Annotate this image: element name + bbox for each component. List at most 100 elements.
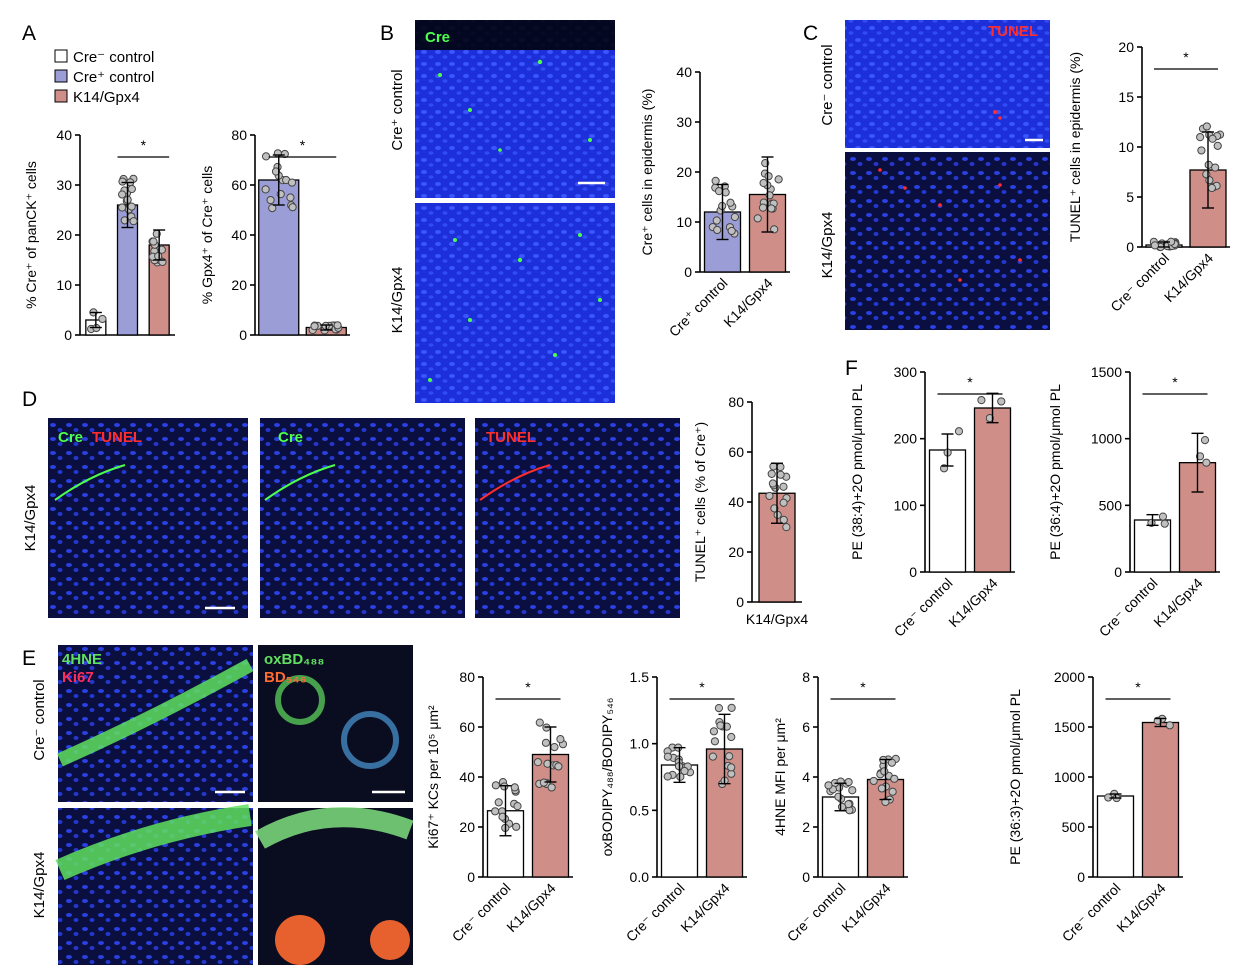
micrograph-d-cre-green xyxy=(264,464,336,501)
legend-label-2: K14/Gpx4 xyxy=(73,89,140,106)
data-point xyxy=(848,786,857,795)
y-axis-label: PE (38:4)+2O pmol/μmol PL xyxy=(849,384,865,560)
data-point xyxy=(709,727,719,736)
micrograph-d-merge xyxy=(48,418,248,618)
data-point xyxy=(1200,435,1210,445)
y-tick-label: 40 xyxy=(56,127,72,143)
data-point xyxy=(1158,512,1168,521)
legend-swatch-2 xyxy=(54,89,68,103)
micrograph-d-label-cre: Cre xyxy=(58,429,83,446)
y-tick-label: 15 xyxy=(1118,89,1134,105)
y-tick-label: 0 xyxy=(736,594,744,610)
data-point xyxy=(712,216,721,225)
micrograph-e-bd-epidermis xyxy=(255,807,414,849)
data-point xyxy=(725,752,734,761)
y-tick-label: 20 xyxy=(56,227,72,243)
chart-f3: 0 500 1000 1500 2000 PE (36:3)+2O pmol/μmol P… xyxy=(1007,669,1183,945)
data-point xyxy=(513,802,522,811)
data-point xyxy=(550,742,559,752)
data-point xyxy=(663,772,672,781)
panel-letter-e: E xyxy=(22,647,36,670)
data-point xyxy=(768,479,777,488)
chart-e3: 0 2 4 6 8 4HNE MFI per μm² Cre⁻ controlK14/Gpx… xyxy=(772,669,908,945)
data-point xyxy=(266,195,275,205)
y-tick-label: 30 xyxy=(676,114,692,130)
micrograph-e-label-ki67: Ki67 xyxy=(62,669,94,686)
data-point xyxy=(127,184,136,194)
significance-star: * xyxy=(967,374,973,390)
data-point xyxy=(1202,458,1211,467)
micrograph-e-follicle-1 xyxy=(275,675,325,725)
chart-e2: 0.0 0.5 1.0 1.5 oxBODIPY₄₈₈/BODIPY₅₄₆ Cre⁻ co… xyxy=(599,669,747,945)
data-point xyxy=(774,175,783,184)
micrograph-d-label-2: Cre xyxy=(278,429,303,446)
data-point xyxy=(1165,721,1174,730)
data-point xyxy=(1202,122,1211,131)
data-point xyxy=(714,704,724,713)
micrograph-b-label: Cre xyxy=(425,29,450,46)
micrograph-d-label-tunel: TUNEL xyxy=(92,429,142,446)
data-point xyxy=(149,237,158,246)
data-point xyxy=(556,735,565,744)
legend-swatch-1 xyxy=(54,69,68,83)
data-point xyxy=(680,766,689,776)
y-axis-label: oxBODIPY₄₈₈/BODIPY₅₄₆ xyxy=(599,698,615,857)
bar xyxy=(973,407,1012,573)
y-axis-label: PE (36:3)+2O pmol/μmol PL xyxy=(1007,689,1023,865)
y-tick-label: 500 xyxy=(1062,819,1086,835)
y-tick-label: 30 xyxy=(56,177,72,193)
category-label: K14/Gpx4 xyxy=(746,611,808,627)
data-point xyxy=(844,777,853,787)
y-tick-label: 0 xyxy=(802,869,810,885)
chart-e1: 0 20 40 60 80 Ki67⁺ KCs per 10⁵ μm² Cre⁻ contr… xyxy=(425,669,573,945)
data-point xyxy=(782,523,791,532)
y-tick-label: 0 xyxy=(1077,869,1085,885)
side-label-e-top: Cre⁻ control xyxy=(31,679,48,760)
data-point xyxy=(779,482,788,491)
y-tick-label: 1.5 xyxy=(630,669,650,685)
category-label: K14/Gpx4 xyxy=(677,880,732,935)
y-tick-label: 0 xyxy=(1114,564,1122,580)
bar xyxy=(1096,795,1135,878)
panel-letter-d: D xyxy=(22,388,37,411)
data-point xyxy=(127,202,136,211)
data-point xyxy=(770,504,779,513)
y-tick-label: 0 xyxy=(684,264,692,280)
micrograph-b-bottom xyxy=(415,203,615,403)
y-tick-label: 20 xyxy=(459,819,475,835)
y-tick-label: 8 xyxy=(802,669,810,685)
category-label: K14/Gpx4 xyxy=(1161,250,1216,305)
category-label: K14/Gpx4 xyxy=(503,880,558,935)
y-tick-label: 100 xyxy=(894,497,918,513)
micrograph-e-label-hne: 4HNE xyxy=(62,651,102,668)
significance-star: * xyxy=(1183,49,1189,65)
micrograph-e-epidermis-bottom xyxy=(55,804,252,881)
y-tick-label: 6 xyxy=(802,719,810,735)
micrograph-d-cre xyxy=(260,418,465,618)
significance-star: * xyxy=(300,137,306,153)
micrograph-c-label: TUNEL xyxy=(988,23,1038,40)
y-tick-label: 60 xyxy=(231,177,247,193)
significance-star: * xyxy=(1135,679,1141,695)
y-axis-label: Cre⁺ cells in epidermis (%) xyxy=(639,89,655,256)
chart-a2: 0 20 40 60 80 % Gpx4⁺ of Cre⁺ cells * xyxy=(199,127,350,343)
side-label-d: K14/Gpx4 xyxy=(22,485,39,552)
panel-letter-b: B xyxy=(380,22,394,45)
category-label: Cre⁻ control xyxy=(449,880,514,945)
data-point xyxy=(118,177,127,186)
y-tick-label: 10 xyxy=(1118,139,1134,155)
side-label-c-top: Cre⁻ control xyxy=(819,44,836,125)
side-label-b-bottom: K14/Gpx4 xyxy=(389,267,406,334)
data-point xyxy=(512,822,521,831)
micrograph-e-follicle-2 xyxy=(341,711,399,769)
y-tick-label: 40 xyxy=(676,64,692,80)
category-label: Cre⁻ control xyxy=(1096,575,1161,640)
y-tick-label: 10 xyxy=(56,277,72,293)
data-point xyxy=(273,149,282,158)
data-point xyxy=(977,396,986,405)
panel-letter-f: F xyxy=(845,357,858,380)
y-tick-label: 80 xyxy=(728,394,744,410)
chart-b: 0 10 20 30 40 Cre⁺ cells in epidermis (%) Cre⁺… xyxy=(639,64,790,340)
y-axis-label: TUNEL⁺ cells in epidermis (%) xyxy=(1067,52,1083,242)
data-point xyxy=(713,225,722,235)
